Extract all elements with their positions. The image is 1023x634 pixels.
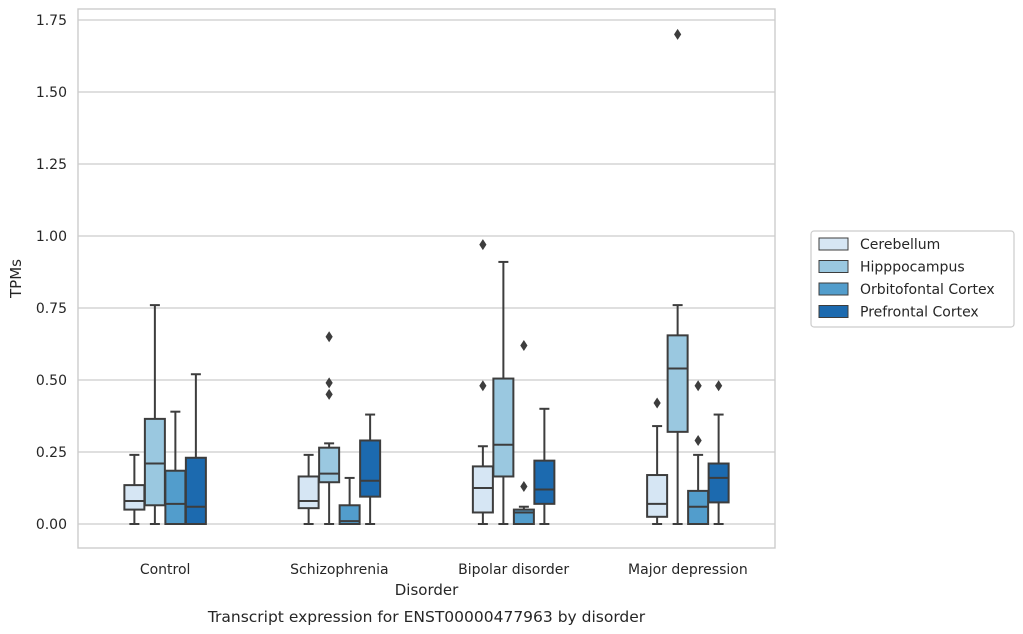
y-tick-label: 0.50 <box>36 373 67 389</box>
box-body <box>492 377 515 478</box>
outlier-point <box>325 388 333 400</box>
box-0-2 <box>164 410 187 525</box>
outlier-point <box>520 481 528 493</box>
y-tick-labels: 0.00 0.25 0.50 0.75 1.00 1.25 1.50 1.75 <box>36 13 67 533</box>
legend-swatch <box>818 282 849 296</box>
y-tick-label: 0.25 <box>36 445 67 461</box>
box-2-1 <box>492 260 515 525</box>
y-tick-label: 0.00 <box>36 517 67 533</box>
box-1-0 <box>297 453 320 525</box>
outlier-point <box>520 339 528 351</box>
outlier-point <box>694 434 702 446</box>
box-3-1 <box>666 28 689 525</box>
outlier-point <box>325 331 333 343</box>
box-0-3 <box>184 373 207 526</box>
chart-caption: Transcript expression for ENST0000047796… <box>207 608 646 626</box>
y-tick-label: 1.75 <box>36 13 67 29</box>
legend-frame <box>810 230 1015 328</box>
legend-swatch <box>818 237 849 251</box>
box-body <box>471 465 494 514</box>
outlier-point <box>325 377 333 389</box>
box-body <box>184 456 207 526</box>
box-body <box>646 474 669 518</box>
box-1-2 <box>338 476 361 525</box>
box-1-1 <box>318 331 341 525</box>
outlier-point <box>694 380 702 392</box>
legend-label: Orbitofontal Cortex <box>860 282 995 298</box>
box-body <box>338 504 361 525</box>
box-body <box>318 446 341 484</box>
box-body <box>143 417 166 507</box>
grid-lines <box>78 19 775 525</box>
outlier-point <box>653 397 661 409</box>
box-2-3 <box>533 407 556 525</box>
y-tick-label: 0.75 <box>36 301 67 317</box>
legend-label: Hipppocampus <box>860 260 965 276</box>
x-tick-label: Major depression <box>628 562 748 578</box>
legend-swatch <box>818 305 849 318</box>
box-3-3 <box>707 380 730 525</box>
outlier-point <box>479 380 487 392</box>
box-0-0 <box>123 453 146 525</box>
legend: Cerebellum Hipppocampus Orbitofontal Corte… <box>810 230 1015 328</box>
y-tick-label: 1.00 <box>36 229 67 245</box>
box-0-1 <box>143 304 166 525</box>
x-axis-title: Disorder <box>395 581 459 599</box>
box-3-0 <box>646 397 669 525</box>
box-2-0 <box>471 239 494 525</box>
y-tick-label: 1.50 <box>36 85 67 101</box>
x-tick-label: Schizophrenia <box>290 562 388 578</box>
outlier-point <box>479 239 487 251</box>
box-3-2 <box>687 380 710 526</box>
plot-frame <box>77 8 776 549</box>
x-tick-labels: Control Schizophrenia Bipolar disorder Majo… <box>140 562 748 578</box>
legend-label: Cerebellum <box>860 237 940 253</box>
x-tick-label: Control <box>140 562 191 578</box>
box-2-2 <box>512 339 535 526</box>
box-body <box>123 484 146 511</box>
box-body <box>359 439 382 498</box>
box-body <box>533 459 556 505</box>
box-body <box>164 469 187 525</box>
legend-label: Prefrontal Cortex <box>860 305 979 321</box>
legend-swatch <box>818 260 849 273</box>
x-tick-label: Bipolar disorder <box>458 562 569 578</box>
y-axis-title: TPMs <box>7 259 25 299</box>
outlier-point <box>674 28 682 40</box>
y-tick-label: 1.25 <box>36 157 67 173</box>
outlier-point <box>715 380 723 392</box>
box-body <box>707 462 730 504</box>
box-body <box>297 475 320 510</box>
box-1-3 <box>359 413 382 525</box>
box-body <box>666 334 689 433</box>
box-groups <box>123 28 730 526</box>
